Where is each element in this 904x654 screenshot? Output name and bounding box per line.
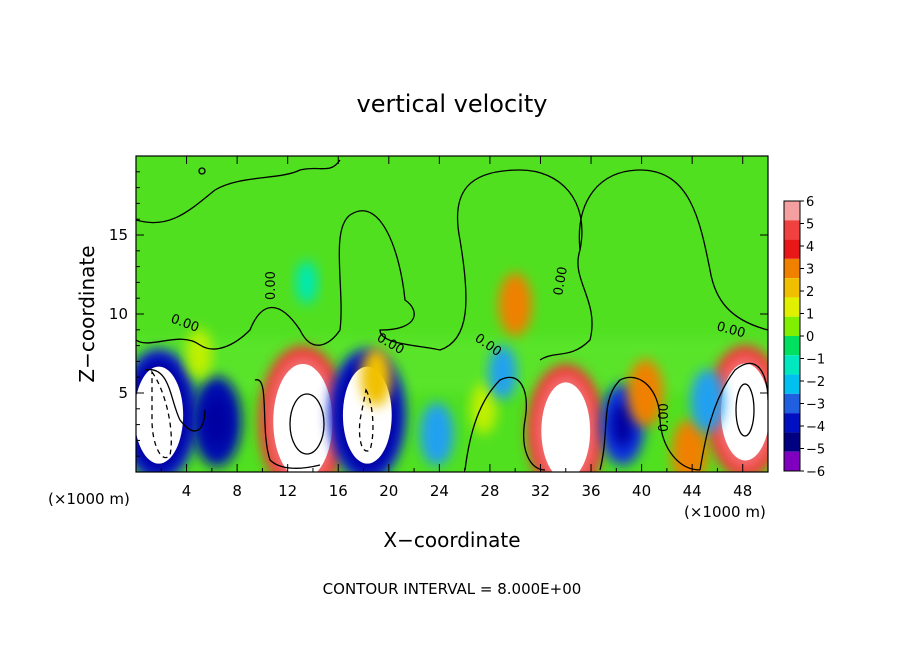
colorbar-segment bbox=[784, 316, 800, 336]
x-tick-label: 32 bbox=[531, 482, 550, 500]
field-feature bbox=[690, 369, 725, 433]
colorbar-label: −1 bbox=[806, 353, 825, 368]
y-tick-label: 10 bbox=[109, 305, 128, 323]
contour-line bbox=[198, 167, 206, 175]
field-feature bbox=[671, 419, 708, 472]
colorbar-label: −5 bbox=[806, 443, 825, 458]
field-feature bbox=[470, 383, 497, 434]
x-tick-label: 48 bbox=[733, 482, 752, 500]
y-axis: 5 10 15 bbox=[109, 171, 768, 457]
contour-line bbox=[289, 393, 325, 455]
contour-label: 0.00 bbox=[657, 403, 672, 432]
colorbar-segment bbox=[784, 297, 800, 317]
colorbar-label: 4 bbox=[806, 240, 814, 255]
colorbar-segment bbox=[784, 355, 800, 375]
contour-line bbox=[254, 379, 321, 469]
contour-label: 0.00 bbox=[715, 319, 747, 341]
contour-line bbox=[699, 362, 768, 471]
x-tick-label: 40 bbox=[632, 482, 651, 500]
colorbar-label: −3 bbox=[806, 398, 825, 413]
colorbar-segment bbox=[784, 451, 800, 471]
x-tick-label: 8 bbox=[232, 482, 242, 500]
colorbar-segment bbox=[784, 432, 800, 452]
field-feature bbox=[498, 273, 532, 337]
colorbar-segment bbox=[784, 258, 800, 279]
field-feature bbox=[360, 347, 392, 407]
colorbar-label: 3 bbox=[806, 263, 814, 278]
colorbar-label: 6 bbox=[806, 195, 814, 210]
contour-label: 0.00 bbox=[551, 266, 571, 297]
contour-line bbox=[136, 159, 341, 224]
x-unit-label: (×1000 m) bbox=[48, 490, 130, 508]
colorbar-segment bbox=[784, 278, 800, 298]
x-tick-label: 36 bbox=[581, 482, 600, 500]
zero-contours bbox=[136, 159, 768, 471]
contour-label: 0.00 bbox=[264, 271, 279, 300]
x-tick-label: 4 bbox=[182, 482, 192, 500]
colorbar-segment bbox=[784, 413, 800, 433]
contour-line bbox=[136, 169, 593, 361]
colorbar-segment bbox=[784, 374, 800, 394]
field-extremum-peak bbox=[541, 382, 591, 472]
x-tick-label: 12 bbox=[278, 482, 297, 500]
colorbar-segment bbox=[784, 220, 800, 240]
colorbar-label: 2 bbox=[806, 285, 814, 300]
field-feature bbox=[186, 328, 213, 379]
y-tick-label: 15 bbox=[109, 226, 128, 244]
field-feature bbox=[627, 359, 664, 427]
colorbar-segment bbox=[784, 336, 800, 356]
colorbar-segment bbox=[784, 201, 800, 221]
colorbar: 6 5 4 3 2 1 0 −1 −2 −3 −4 −5 −6 bbox=[783, 195, 825, 480]
x-tick-label: 28 bbox=[480, 482, 499, 500]
contour-line bbox=[464, 376, 546, 471]
plot-area: 0.00 0.00 0.00 0.00 0.00 0.00 0.00 bbox=[136, 156, 768, 472]
colorbar-label: −4 bbox=[806, 420, 825, 435]
x-tick-label: 24 bbox=[430, 482, 449, 500]
contour-line bbox=[144, 368, 206, 432]
field-feature bbox=[295, 260, 318, 304]
x-tick-label: 16 bbox=[329, 482, 348, 500]
field-feature-core bbox=[611, 402, 634, 447]
x-tick-label: 20 bbox=[379, 482, 398, 500]
field-extremum-peak bbox=[273, 363, 333, 472]
field-feature bbox=[420, 402, 454, 466]
x-axis-label: X−coordinate bbox=[383, 528, 520, 552]
contour-line bbox=[735, 383, 755, 437]
contour-line bbox=[151, 369, 172, 459]
contour-line bbox=[578, 169, 768, 331]
contour-line bbox=[599, 376, 701, 471]
contour-interval-note: CONTOUR INTERVAL = 8.000E+00 bbox=[323, 580, 582, 598]
field-extremum-peak bbox=[720, 363, 768, 461]
x-axis: 4 8 12 16 20 24 28 32 36 40 44 48 bbox=[160, 156, 752, 500]
colorbar-label: 5 bbox=[806, 218, 814, 233]
field-feature-core bbox=[204, 396, 230, 447]
field-extremum-peak bbox=[136, 366, 184, 464]
colorbar-label: −2 bbox=[806, 375, 825, 390]
x-tick-label: 44 bbox=[683, 482, 702, 500]
colorbar-label: 0 bbox=[806, 330, 814, 345]
chart-title: vertical velocity bbox=[357, 90, 548, 118]
x-unit-label-right: (×1000 m) bbox=[684, 503, 766, 521]
y-tick-label: 5 bbox=[118, 384, 128, 402]
colorbar-segment bbox=[784, 393, 800, 414]
colorbar-label: 1 bbox=[806, 308, 814, 323]
colorbar-segment bbox=[784, 239, 800, 259]
y-axis-label: Z−coordinate bbox=[75, 245, 99, 382]
colorbar-label: −6 bbox=[806, 465, 825, 480]
